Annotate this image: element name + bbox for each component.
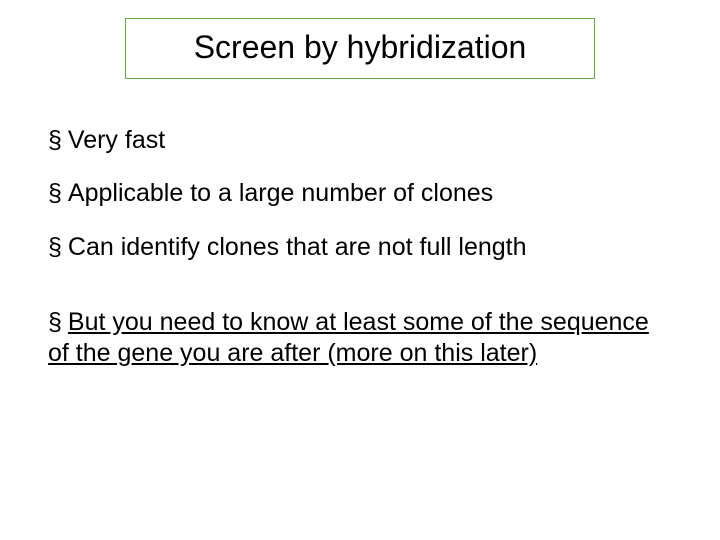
bullet-icon: § bbox=[48, 307, 62, 338]
bullet-list: §Very fast §Applicable to a large number… bbox=[48, 125, 676, 369]
bullet-text: Very fast bbox=[68, 126, 165, 154]
list-item: §Very fast bbox=[48, 125, 676, 156]
list-item: §Applicable to a large number of clones bbox=[48, 178, 676, 209]
spacer bbox=[48, 285, 676, 307]
bullet-icon: § bbox=[48, 125, 62, 156]
bullet-icon: § bbox=[48, 232, 62, 263]
title-box: Screen by hybridization bbox=[125, 18, 595, 79]
slide-title: Screen by hybridization bbox=[134, 29, 586, 66]
bullet-text: Applicable to a large number of clones bbox=[68, 179, 493, 207]
bullet-icon: § bbox=[48, 178, 62, 209]
bullet-text: Can identify clones that are not full le… bbox=[68, 233, 527, 261]
list-item: §Can identify clones that are not full l… bbox=[48, 232, 676, 263]
bullet-text: But you need to know at least some of th… bbox=[48, 308, 649, 367]
slide: Screen by hybridization §Very fast §Appl… bbox=[0, 0, 720, 540]
list-item: §But you need to know at least some of t… bbox=[48, 307, 676, 370]
